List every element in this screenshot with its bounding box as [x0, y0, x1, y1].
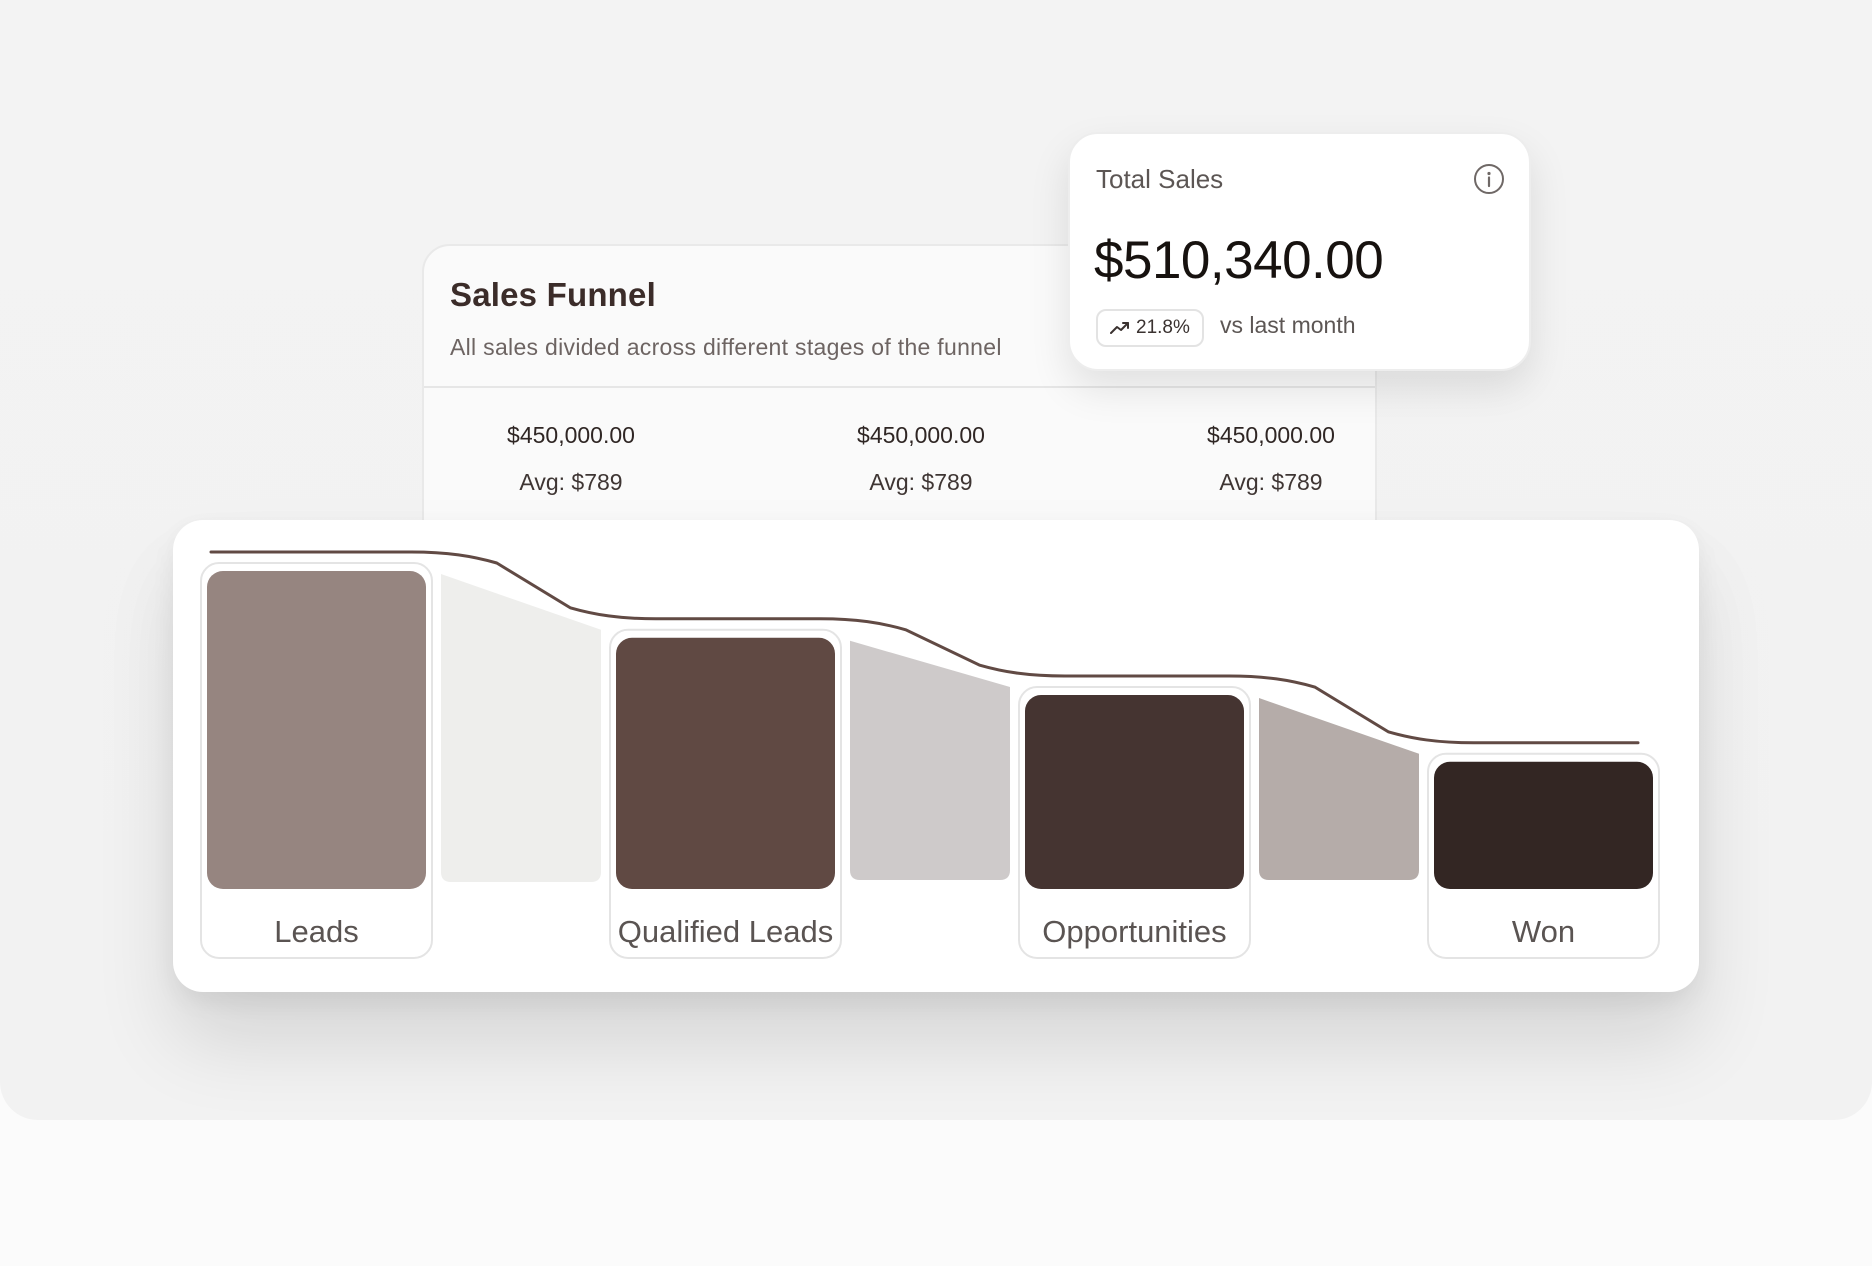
stage-stat-2: $450,000.00 Avg: $789 [801, 422, 1041, 496]
funnel-bar-qualified-leads [616, 637, 835, 889]
trend-up-icon [1110, 322, 1129, 334]
total-sales-value: $510,340.00 [1094, 231, 1384, 290]
funnel-stage-label: Won [1512, 914, 1575, 949]
sales-funnel-header: Sales Funnel All sales divided across di… [424, 246, 1375, 388]
info-icon[interactable] [1472, 162, 1506, 196]
stage-stat-1: $450,000.00 Avg: $789 [451, 422, 691, 496]
funnel-bar-leads [207, 571, 426, 889]
funnel-connector [441, 574, 601, 882]
funnel-trend-line [209, 550, 1640, 745]
total-sales-card: Total Sales $510,340.00 21.8% vs last mo… [1068, 132, 1531, 371]
stage-stat-3: $450,000.00 Avg: $789 [1151, 422, 1375, 496]
funnel-stage-label: Leads [274, 914, 358, 949]
funnel-bar-opportunities [1025, 695, 1244, 889]
funnel-connector [1259, 698, 1419, 880]
trend-badge: 21.8% [1096, 309, 1204, 347]
stage-stat-avg: Avg: $789 [1219, 469, 1323, 495]
stage-stat-total: $450,000.00 [1207, 422, 1335, 448]
funnel-bar-won [1434, 761, 1653, 889]
funnel-stage-label: Qualified Leads [618, 914, 833, 949]
stage-stat-avg: Avg: $789 [519, 469, 623, 495]
funnel-chart: Leads Qualified Leads Opportunities Won [200, 550, 1660, 960]
funnel-chart-card: Leads Qualified Leads Opportunities Won [173, 520, 1699, 992]
sales-funnel-title: Sales Funnel [450, 276, 656, 313]
sales-funnel-subtitle: All sales divided across different stage… [450, 334, 1002, 360]
stage-stat-total: $450,000.00 [507, 422, 635, 448]
trend-comparison-label: vs last month [1220, 312, 1356, 338]
funnel-stage-label: Opportunities [1042, 914, 1226, 949]
funnel-connector [850, 640, 1010, 880]
stage-stat-total: $450,000.00 [857, 422, 985, 448]
stage-stat-avg: Avg: $789 [869, 469, 973, 495]
total-sales-label: Total Sales [1096, 164, 1224, 194]
trend-value: 21.8% [1136, 317, 1190, 338]
